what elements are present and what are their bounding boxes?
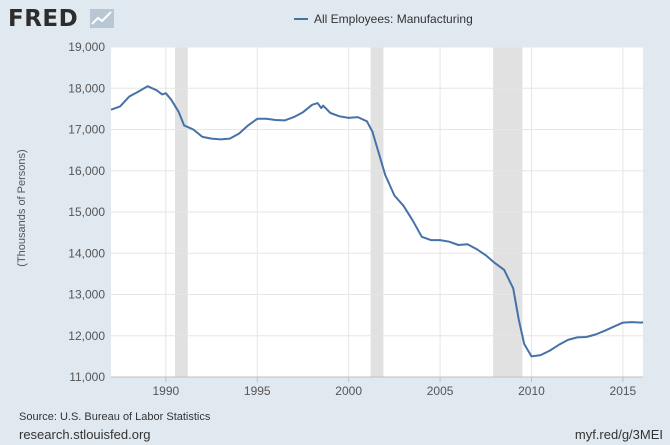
- chart-legend: All Employees: Manufacturing: [294, 12, 473, 26]
- y-tick-label: 13,000: [68, 288, 105, 302]
- x-tick-label: 2010: [518, 384, 545, 398]
- site-link[interactable]: research.stlouisfed.org: [19, 427, 151, 442]
- y-tick-label: 17,000: [68, 123, 105, 137]
- y-tick-label: 14,000: [68, 246, 105, 260]
- x-tick-label: 2000: [335, 384, 362, 398]
- x-tick-label: 1995: [244, 384, 271, 398]
- x-tick-label: 2005: [427, 384, 454, 398]
- y-tick-label: 19,000: [68, 40, 105, 54]
- y-tick-label: 11,000: [69, 370, 105, 384]
- fred-logo: FRED: [8, 6, 79, 32]
- y-tick-label: 18,000: [68, 81, 105, 95]
- y-tick-label: 16,000: [68, 164, 105, 178]
- legend-label: All Employees: Manufacturing: [314, 12, 473, 26]
- y-tick-label: 12,000: [68, 329, 105, 343]
- series-line: [110, 85, 644, 358]
- short-url[interactable]: myf.red/g/3MEI: [574, 427, 663, 442]
- y-tick-label: 15,000: [68, 205, 105, 219]
- fred-graph-icon: [90, 9, 114, 28]
- legend-swatch: [294, 18, 308, 20]
- x-tick-label: 1990: [152, 384, 179, 398]
- x-tick-label: 2015: [610, 384, 637, 398]
- source-note: Source: U.S. Bureau of Labor Statistics: [19, 411, 211, 423]
